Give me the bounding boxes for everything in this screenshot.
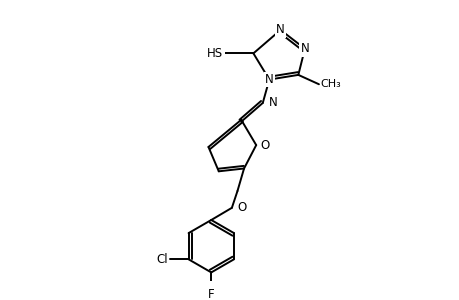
Text: Cl: Cl bbox=[156, 253, 168, 266]
Text: N: N bbox=[275, 23, 284, 37]
Text: O: O bbox=[259, 139, 269, 152]
Text: CH₃: CH₃ bbox=[320, 79, 341, 89]
Text: HS: HS bbox=[207, 47, 223, 60]
Text: F: F bbox=[207, 288, 214, 300]
Text: N: N bbox=[300, 42, 308, 55]
Text: N: N bbox=[264, 73, 273, 86]
Text: N: N bbox=[268, 97, 276, 110]
Text: O: O bbox=[237, 201, 246, 214]
